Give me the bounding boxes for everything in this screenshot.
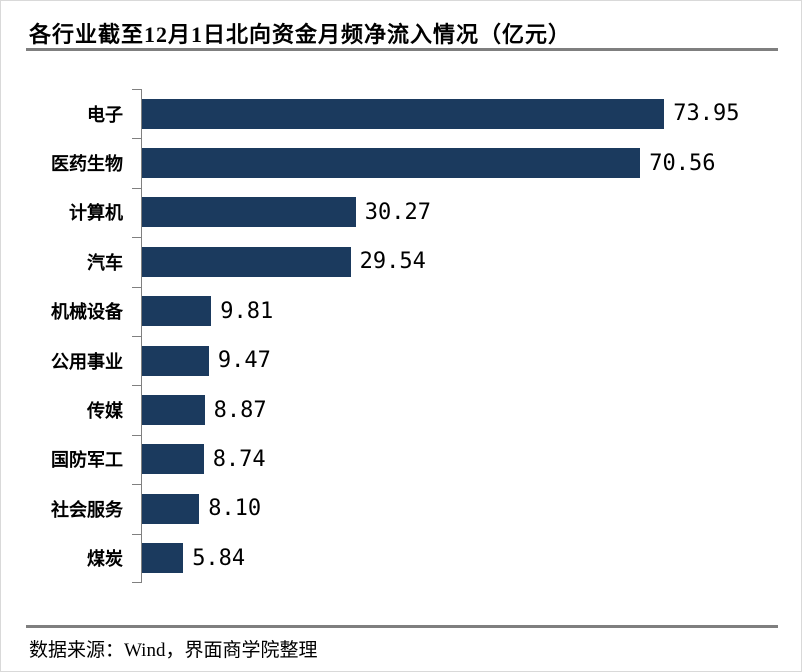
bar (142, 543, 184, 574)
bar-row: 医药生物 70.56 (1, 138, 801, 187)
bar-area: 29.54 (142, 237, 801, 286)
value-label: 9.81 (220, 298, 274, 324)
bar-row: 社会服务 8.10 (1, 484, 801, 533)
value-label: 70.56 (649, 150, 716, 176)
category-label: 电子 (87, 104, 123, 125)
category-label: 煤炭 (87, 549, 123, 570)
bar-row: 计算机 30.27 (1, 188, 801, 237)
category-label: 汽车 (87, 252, 123, 273)
bar-area: 70.56 (142, 138, 801, 187)
axis-tick (132, 237, 141, 239)
bar-row: 煤炭 5.84 (1, 534, 801, 583)
bar-row: 机械设备 9.81 (1, 287, 801, 336)
axis-tick (132, 187, 141, 189)
category-label: 公用事业 (51, 351, 123, 372)
bar (142, 98, 665, 129)
bar (142, 148, 641, 179)
bar-area: 30.27 (142, 188, 801, 237)
bar (142, 246, 351, 277)
value-label: 8.87 (213, 397, 267, 423)
data-source-note: 数据来源：Wind，界面商学院整理 (29, 640, 318, 661)
value-label: 8.10 (208, 496, 262, 522)
bar-row: 汽车 29.54 (1, 237, 801, 286)
footer-divider (26, 625, 778, 628)
bar (142, 296, 212, 327)
bar-rows: 电子 73.95 医药生物 70.56 计算机 30.27 汽车 29.54 机… (1, 89, 801, 583)
bar (142, 444, 204, 475)
category-label: 国防军工 (51, 450, 123, 471)
axis-tick (132, 336, 141, 337)
bar-row: 电子 73.95 (1, 89, 801, 138)
bar-area: 5.84 (142, 534, 801, 583)
value-label: 8.74 (212, 446, 266, 472)
bar-area: 73.95 (142, 89, 801, 138)
category-label: 机械设备 (51, 302, 123, 323)
bar-row: 国防军工 8.74 (1, 435, 801, 484)
category-label: 计算机 (69, 203, 123, 224)
axis-tick (132, 434, 141, 436)
value-label: 29.54 (359, 249, 426, 275)
bar-row: 传媒 8.87 (1, 385, 801, 434)
bar-area: 9.47 (142, 336, 801, 385)
axis-tick (132, 286, 141, 288)
bar (142, 345, 209, 376)
bar-area: 9.81 (142, 287, 801, 336)
value-label: 9.47 (217, 348, 271, 374)
axis-tick (132, 582, 141, 583)
bar-area: 8.10 (142, 484, 801, 533)
bar (142, 395, 205, 426)
axis-tick (132, 385, 141, 387)
value-label: 5.84 (192, 545, 246, 571)
category-label: 医药生物 (51, 154, 123, 175)
y-axis-line (141, 89, 142, 583)
category-label: 传媒 (87, 401, 123, 422)
bar-row: 公用事业 9.47 (1, 336, 801, 385)
bar-area: 8.87 (142, 385, 801, 434)
value-label: 73.95 (673, 101, 740, 127)
axis-tick (132, 89, 141, 90)
axis-tick (132, 484, 141, 486)
title-divider (26, 48, 778, 51)
bar-area: 8.74 (142, 435, 801, 484)
axis-tick (132, 138, 141, 140)
chart-title: 各行业截至12月1日北向资金月频净流入情况（亿元） (29, 22, 572, 47)
axis-tick (132, 533, 141, 535)
bar (142, 493, 200, 524)
bar (142, 197, 356, 228)
value-label: 30.27 (364, 199, 432, 225)
bar-chart: 电子 73.95 医药生物 70.56 计算机 30.27 汽车 29.54 机… (1, 89, 801, 583)
category-label: 社会服务 (51, 499, 123, 520)
